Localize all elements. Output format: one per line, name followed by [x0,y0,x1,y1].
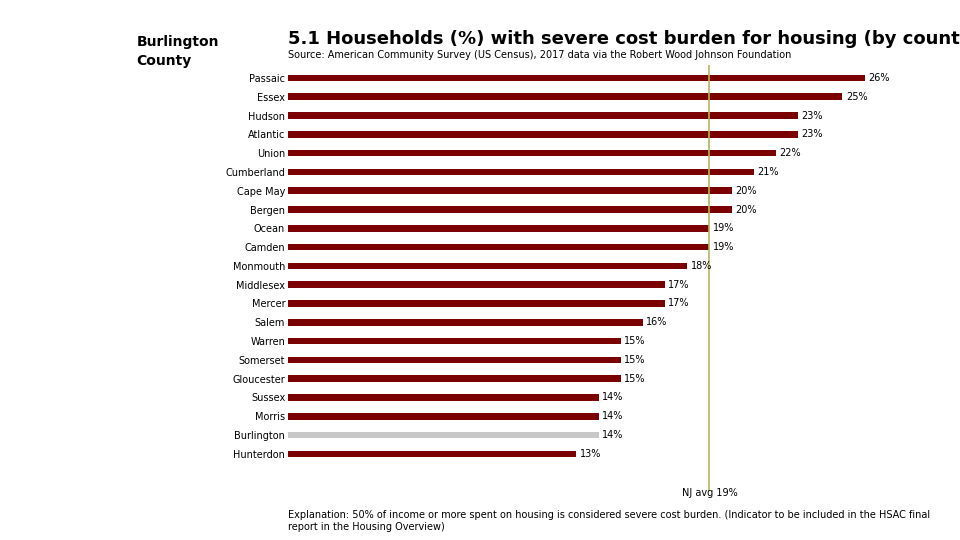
Text: 14%: 14% [602,393,623,402]
Text: 19%: 19% [712,242,734,252]
Bar [288,450,576,457]
Bar [288,432,598,438]
Text: 23%: 23% [802,130,823,139]
Bar [288,187,732,194]
Text: 16%: 16% [646,318,667,327]
Bar [288,413,598,420]
Bar [288,319,643,326]
Text: 19%: 19% [712,224,734,233]
Text: 22%: 22% [780,148,801,158]
Bar [288,131,798,138]
Bar [288,206,732,213]
Bar [288,375,621,382]
Text: Burden/Problems: Burden/Problems [46,309,189,328]
Bar [288,394,598,401]
Text: 15%: 15% [624,355,645,365]
FancyBboxPatch shape [0,0,224,113]
Bar [288,338,621,345]
Text: 14%: 14% [602,430,623,440]
Bar [288,262,687,269]
Text: 21%: 21% [757,167,779,177]
Text: 25%: 25% [846,92,868,102]
Bar [288,93,843,100]
Text: 20%: 20% [735,205,756,214]
Text: Housing: Housing [50,253,185,287]
Text: 15%: 15% [624,374,645,383]
Text: Source: American Community Survey (US Census), 2017 data via the Robert Wood Joh: Source: American Community Survey (US Ce… [288,50,791,60]
Text: 17%: 17% [668,299,690,308]
Bar [288,150,776,157]
Bar [288,281,665,288]
Text: 15%: 15% [624,336,645,346]
Text: 14%: 14% [602,411,623,421]
Text: 23%: 23% [802,111,823,120]
Bar [288,112,798,119]
Bar [288,168,754,175]
Text: 5.1 Households (%) with severe cost burden for housing (by county): 5.1 Households (%) with severe cost burd… [288,30,960,48]
Bar [288,75,865,81]
Bar [288,244,709,251]
Text: 18%: 18% [690,261,712,271]
Bar [288,225,709,232]
Bar [288,356,621,363]
Text: 26%: 26% [868,73,890,83]
Text: Burlington
County: Burlington County [136,35,219,68]
Text: Explanation: 50% of income or more spent on housing is considered severe cost bu: Explanation: 50% of income or more spent… [288,510,930,532]
Text: 13%: 13% [580,449,601,459]
Bar [288,300,665,307]
Text: NJ avg 19%: NJ avg 19% [682,488,737,498]
Text: 20%: 20% [735,186,756,195]
Text: 17%: 17% [668,280,690,289]
